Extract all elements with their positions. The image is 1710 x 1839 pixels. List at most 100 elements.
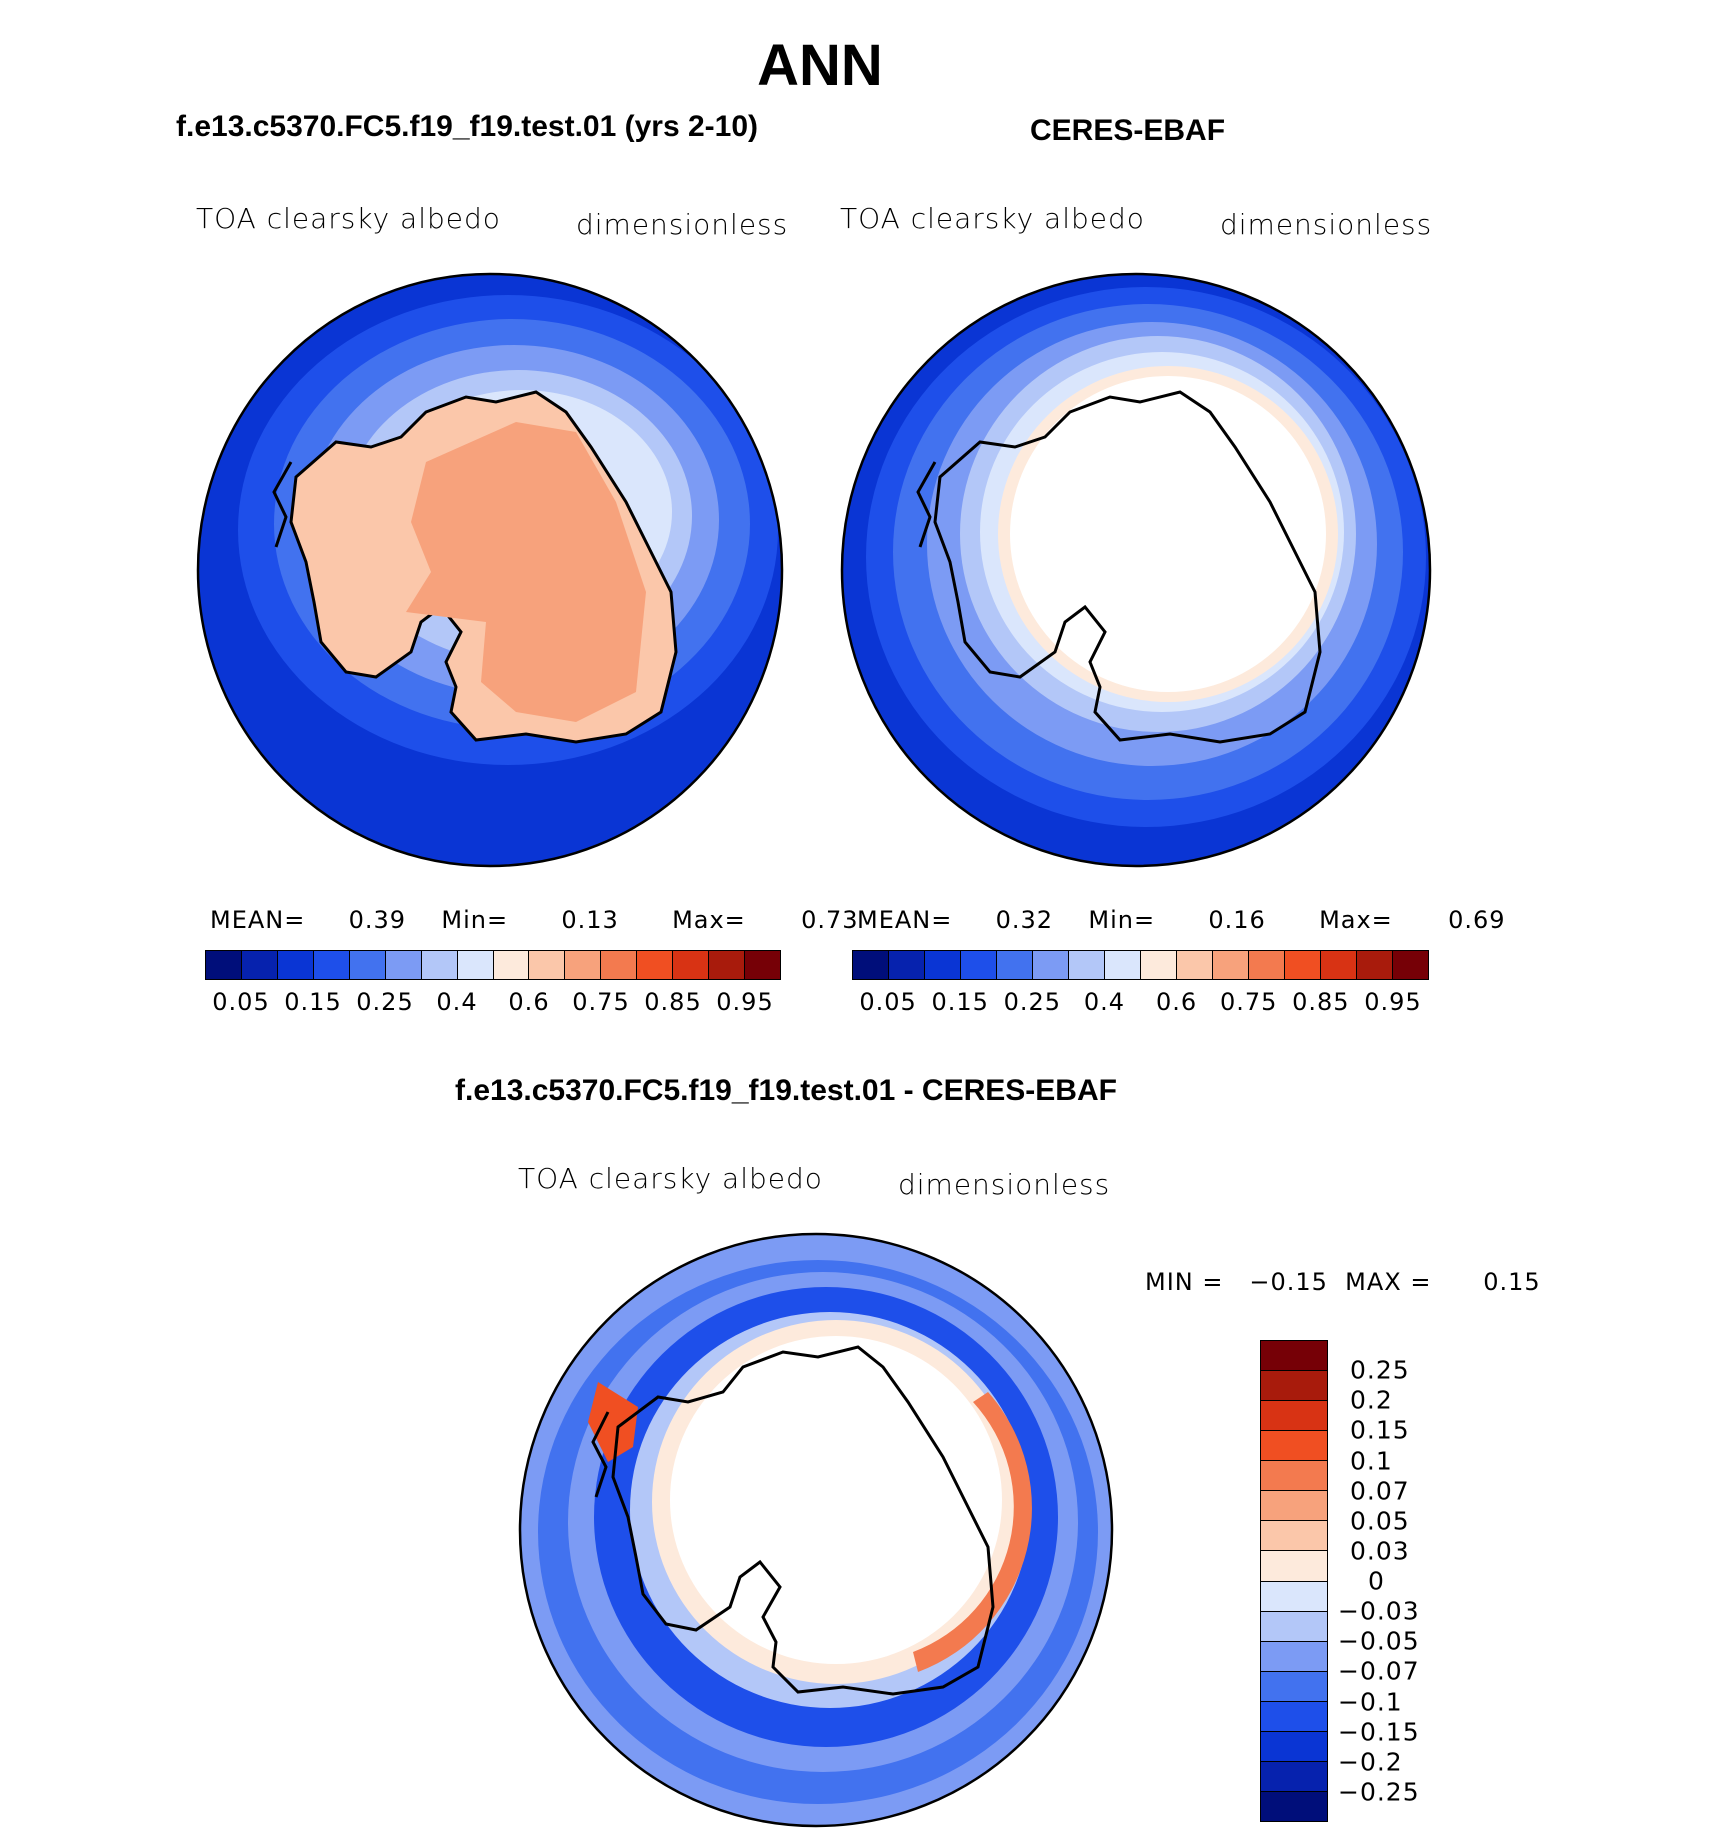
obs-max-label: Max= — [1319, 906, 1393, 934]
model-max-label: Max= — [672, 906, 746, 934]
colorbar-swatch — [349, 951, 386, 979]
colorbar-tick-label: 0.1 — [1350, 1446, 1393, 1475]
model-polar-map — [196, 272, 784, 868]
colorbar-swatch — [313, 951, 350, 979]
colorbar-tick-label: 0.75 — [572, 988, 630, 1016]
obs-min-value: 0.16 — [1208, 906, 1266, 934]
colorbar-tick-label: 0.05 — [859, 988, 917, 1016]
colorbar-tick-label: 0.07 — [1350, 1476, 1410, 1506]
colorbar-tick-label: 0.85 — [1292, 988, 1350, 1016]
colorbar-swatch — [529, 951, 566, 979]
model-colorbar — [205, 950, 781, 980]
model-colorbar-ticks: 0.05 0.15 0.25 0.4 0.6 0.75 0.85 0.95 — [205, 988, 781, 1018]
colorbar-tick-label: 0.6 — [508, 988, 550, 1016]
colorbar-tick-label: −0.2 — [1338, 1747, 1403, 1777]
obs-mean-label: MEAN= — [857, 906, 953, 934]
colorbar-swatch — [1261, 1641, 1327, 1672]
colorbar-swatch — [493, 951, 530, 979]
colorbar-tick-label: 0.15 — [931, 988, 989, 1016]
colorbar-swatch — [1261, 1761, 1327, 1792]
colorbar-swatch — [925, 951, 961, 979]
colorbar-swatch — [385, 951, 422, 979]
colorbar-swatch — [709, 951, 746, 979]
diff-colorbar-ticks: 0.25 0.2 0.15 0.1 0.07 0.05 0.03 0 −0.03 −0.05 −0.… — [1338, 1340, 1458, 1822]
colorbar-tick-label: 0.85 — [644, 988, 702, 1016]
colorbar-swatch — [421, 951, 458, 979]
colorbar-tick-label: 0.05 — [212, 988, 270, 1016]
colorbar-swatch — [1261, 1341, 1327, 1372]
diff-colorbar — [1260, 1340, 1328, 1822]
colorbar-tick-label: 0 — [1368, 1566, 1385, 1596]
colorbar-swatch — [1261, 1791, 1327, 1821]
colorbar-tick-label: 0.25 — [356, 988, 414, 1016]
obs-colorbar-ticks: 0.05 0.15 0.25 0.4 0.6 0.75 0.85 0.95 — [852, 988, 1429, 1018]
colorbar-swatch — [1261, 1581, 1327, 1612]
diff-polar-map — [518, 1232, 1114, 1828]
colorbar-tick-label: 0.25 — [1003, 988, 1062, 1016]
colorbar-swatch — [241, 951, 278, 979]
colorbar-tick-label: 0.15 — [1350, 1415, 1410, 1445]
colorbar-swatch — [565, 951, 602, 979]
colorbar-tick-label: −0.03 — [1338, 1596, 1420, 1626]
colorbar-swatch — [1261, 1401, 1327, 1432]
model-stats: MEAN= 0.39 Min= 0.13 Max= 0.73 — [210, 906, 858, 934]
colorbar-swatch — [1249, 951, 1285, 979]
model-variable-label: TOA clearsky albedo — [196, 202, 501, 235]
obs-units-label: dimensionless — [1220, 208, 1433, 241]
antarctica-coastline — [611, 1345, 995, 1696]
obs-polar-map — [840, 272, 1432, 868]
colorbar-swatch — [637, 951, 674, 979]
colorbar-swatch — [1261, 1371, 1327, 1402]
colorbar-swatch — [1141, 951, 1177, 979]
model-min-value: 0.13 — [561, 906, 619, 934]
colorbar-swatch — [1357, 951, 1393, 979]
colorbar-swatch — [745, 951, 780, 979]
colorbar-tick-label: 0.4 — [436, 988, 478, 1016]
diff-panel-title: f.e13.c5370.FC5.f19_f19.test.01 - CERES-… — [455, 1074, 1117, 1107]
colorbar-swatch — [1261, 1731, 1327, 1762]
obs-colorbar — [852, 950, 1429, 980]
colorbar-swatch — [1261, 1431, 1327, 1462]
colorbar-swatch — [1105, 951, 1141, 979]
colorbar-tick-label: −0.07 — [1338, 1656, 1420, 1686]
colorbar-tick-label: 0.6 — [1155, 988, 1198, 1016]
colorbar-swatch — [1033, 951, 1069, 979]
colorbar-tick-label: −0.05 — [1338, 1626, 1420, 1656]
colorbar-tick-label: −0.1 — [1338, 1687, 1403, 1716]
colorbar-swatch — [277, 951, 314, 979]
colorbar-swatch — [997, 951, 1033, 979]
colorbar-swatch — [1261, 1521, 1327, 1552]
model-mean-label: MEAN= — [210, 906, 306, 934]
colorbar-tick-label: 0.95 — [716, 988, 774, 1016]
colorbar-swatch — [1261, 1671, 1327, 1702]
colorbar-tick-label: −0.15 — [1338, 1717, 1420, 1747]
colorbar-tick-label: 0.25 — [1350, 1355, 1410, 1385]
colorbar-swatch — [1261, 1491, 1327, 1522]
model-panel-title: f.e13.c5370.FC5.f19_f19.test.01 (yrs 2-1… — [176, 110, 759, 143]
colorbar-swatch — [1285, 951, 1321, 979]
colorbar-swatch — [1261, 1461, 1327, 1492]
diff-variable-label: TOA clearsky albedo — [518, 1162, 823, 1195]
model-units-label: dimensionless — [576, 208, 789, 241]
colorbar-tick-label: 0.4 — [1083, 988, 1126, 1016]
obs-panel-title: CERES-EBAF — [1030, 114, 1226, 147]
colorbar-tick-label: 0.2 — [1350, 1385, 1393, 1415]
obs-max-value: 0.69 — [1448, 906, 1506, 934]
colorbar-swatch — [1213, 951, 1249, 979]
colorbar-swatch — [1261, 1551, 1327, 1582]
colorbar-tick-label: 0.75 — [1219, 988, 1278, 1016]
colorbar-tick-label: 0.15 — [284, 988, 342, 1016]
figure-title: ANN — [757, 33, 883, 98]
colorbar-swatch — [673, 951, 710, 979]
diff-minmax: MIN = −0.15 MAX = 0.15 — [1145, 1268, 1541, 1296]
colorbar-swatch — [1261, 1701, 1327, 1732]
colorbar-tick-label: 0.95 — [1364, 988, 1422, 1016]
colorbar-swatch — [1261, 1611, 1327, 1642]
obs-mean-value: 0.32 — [995, 906, 1054, 934]
colorbar-tick-label: 0.03 — [1350, 1536, 1410, 1566]
colorbar-swatch — [853, 951, 889, 979]
colorbar-swatch — [1393, 951, 1428, 979]
colorbar-swatch — [206, 951, 242, 979]
colorbar-swatch — [889, 951, 925, 979]
model-min-label: Min= — [441, 906, 509, 934]
